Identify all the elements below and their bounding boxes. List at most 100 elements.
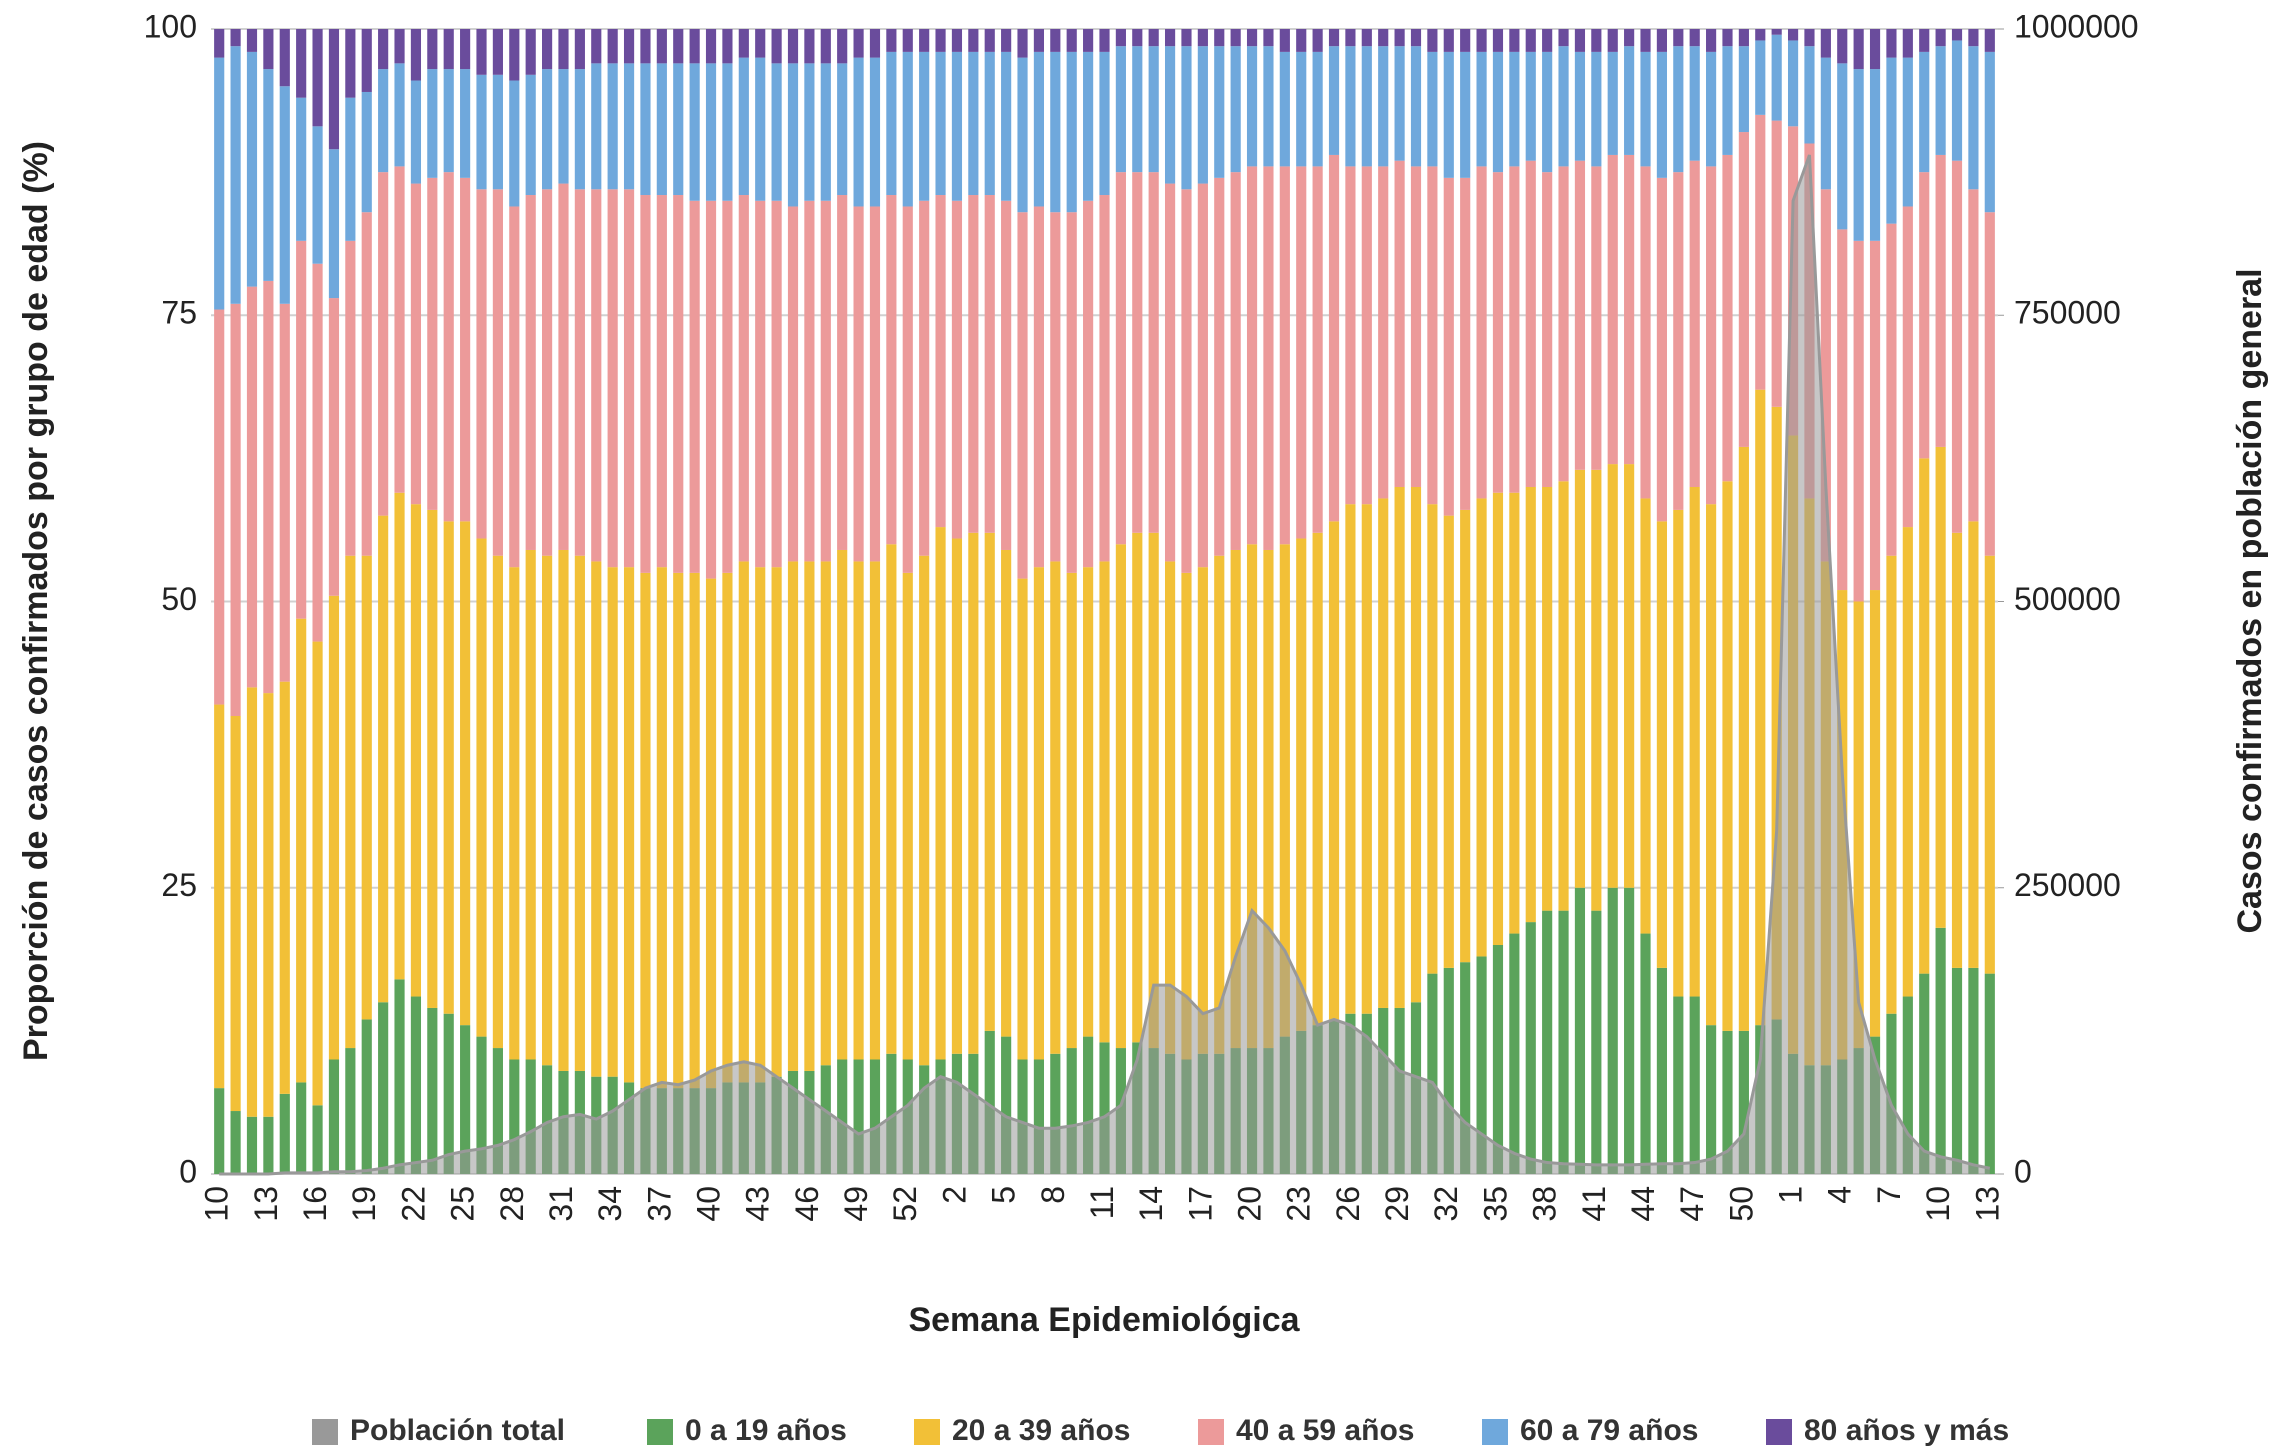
bar-segment [1181, 572, 1192, 1060]
bar-segment [1542, 487, 1553, 911]
bar-segment [738, 29, 749, 58]
bar-segment [476, 189, 487, 539]
bar-segment [1378, 498, 1389, 1008]
bar-segment [542, 189, 553, 556]
bar-segment [1279, 51, 1290, 167]
bar-segment [1509, 51, 1520, 167]
bar-segment [1509, 492, 1520, 934]
bar-segment [623, 189, 635, 568]
bar-segment [312, 126, 323, 264]
bar-segment [1525, 487, 1536, 923]
bar-segment [1181, 29, 1192, 47]
bar-segment [1427, 166, 1438, 505]
bar-segment [1935, 446, 1946, 928]
bar-segment [1312, 29, 1323, 52]
y-tick-label: 100 [144, 8, 197, 44]
bar-segment [1755, 40, 1766, 115]
bar-segment [1099, 51, 1110, 196]
bar-segment [1197, 46, 1208, 184]
bar-segment [1640, 166, 1651, 499]
bar-segment [443, 1013, 454, 1174]
bar-segment [1984, 212, 1995, 556]
bar-segment [640, 572, 651, 1089]
bar-segment [984, 195, 995, 533]
bar-segment [837, 63, 848, 196]
bar-segment [1410, 166, 1422, 487]
area [219, 154, 1990, 1174]
bar-segment [1951, 160, 1963, 533]
bar-segment [1525, 922, 1536, 1174]
bar-segment [1755, 114, 1766, 390]
bar-segment [886, 195, 897, 545]
bar-segment [1673, 46, 1684, 173]
bar-segment [1738, 1030, 1749, 1174]
bar-segment [1148, 46, 1159, 173]
bar-segment [1607, 154, 1618, 465]
bar-segment [1427, 973, 1438, 1174]
bar-segment [804, 29, 815, 64]
bar-segment [656, 195, 667, 568]
bar-segment [1902, 206, 1913, 528]
x-axis-title: Semana Epidemiológica [908, 1301, 1300, 1339]
bar-segment [1837, 63, 1848, 230]
bar-segment [1394, 487, 1405, 1008]
bar-segment [574, 29, 585, 70]
bar-segment [1689, 46, 1700, 161]
bar-segment [230, 716, 241, 1112]
bar-segment [1263, 29, 1274, 47]
bar-segment [460, 521, 471, 1026]
bar-segment [1001, 1036, 1012, 1174]
bar-segment [542, 555, 553, 1066]
bar-segment [361, 555, 372, 1020]
x-tick-label: 10 [199, 1186, 235, 1222]
bar-segment [1492, 51, 1504, 173]
bar-segment [820, 29, 831, 64]
bar-segment [1214, 46, 1225, 178]
bar-segment [738, 195, 749, 562]
bar-segment [1345, 504, 1356, 1014]
x-tick-label: 31 [543, 1186, 579, 1222]
legend-label: 80 años y más [1804, 1414, 2009, 1447]
bar-segment [492, 29, 503, 75]
bar-segment [1738, 132, 1749, 447]
bar-segment [1574, 51, 1586, 161]
bar-segment [443, 521, 454, 1014]
bar-segment [1001, 51, 1012, 201]
bar-segment [968, 51, 979, 196]
bar-segment [1017, 1059, 1028, 1174]
y-axis-title: Proporción de casos confirmados por grup… [17, 141, 55, 1061]
bar-segment [1869, 240, 1881, 591]
bar-segment [296, 29, 307, 98]
bar-segment [263, 1116, 274, 1174]
bar-segment [1755, 29, 1766, 41]
bar-segment [1115, 172, 1126, 545]
bar-segment [1591, 51, 1602, 167]
x-tick-label: 19 [346, 1186, 382, 1222]
bar-segment [246, 29, 258, 52]
bar-segment [1591, 910, 1602, 1174]
bar-segment [787, 63, 799, 207]
bar-segment [1640, 933, 1651, 1174]
bar-segment [869, 29, 881, 58]
bar-segment [214, 309, 225, 705]
bar-segment [787, 206, 799, 562]
bar-segment [722, 200, 733, 573]
bar-segment [1148, 532, 1159, 1049]
bar-segment [591, 189, 602, 562]
bar-segment [427, 1007, 438, 1174]
bar-segment [869, 1059, 881, 1174]
bar-segment [1115, 544, 1126, 1049]
bar-segment [1263, 46, 1274, 167]
bar-segment [1558, 910, 1569, 1174]
bar-segment [673, 63, 684, 196]
bar-segment [1263, 166, 1274, 550]
x-tick-label: 5 [986, 1186, 1022, 1204]
bar-segment [1296, 51, 1307, 167]
bar-segment [886, 51, 897, 196]
bar-segment [1968, 29, 1979, 47]
bar-segment [1738, 446, 1749, 1031]
bar-segment [558, 549, 569, 1071]
bar-segment [230, 1111, 241, 1174]
bar-segment [1902, 527, 1913, 997]
bar-segment [1935, 927, 1946, 1174]
